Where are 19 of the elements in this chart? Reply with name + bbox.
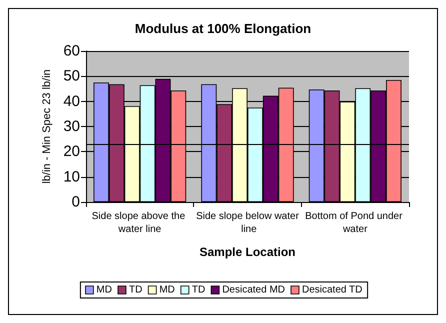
y-tick-label: 30 — [63, 118, 80, 135]
legend-label: Desicated MD — [222, 284, 286, 296]
legend-label: MD — [159, 284, 175, 296]
y-tick-label: 20 — [63, 143, 80, 160]
y-tick-label: 10 — [63, 168, 80, 186]
y-tick-label: 40 — [63, 92, 80, 110]
x-tick-label: Side slope above the water line — [92, 211, 188, 235]
x-tick-label: Bottom of Pond under water — [305, 211, 406, 235]
x-tick-label: Side slope below water line — [196, 211, 300, 235]
y-axis-title: lb/in - Min Spec 23 lb/in — [40, 69, 53, 184]
x-axis-title: Sample Location — [199, 245, 296, 259]
y-tick-label: 60 — [63, 42, 80, 60]
y-tick-label: 0 — [72, 194, 80, 210]
legend-label: MD — [96, 284, 112, 296]
legend-label: TD — [128, 284, 142, 296]
chart-title: Modulus at 100% Elongation — [134, 21, 312, 36]
legend-label: Desicated TD — [302, 284, 362, 296]
y-tick-label: 50 — [63, 68, 80, 85]
legend-label: TD — [192, 284, 206, 296]
